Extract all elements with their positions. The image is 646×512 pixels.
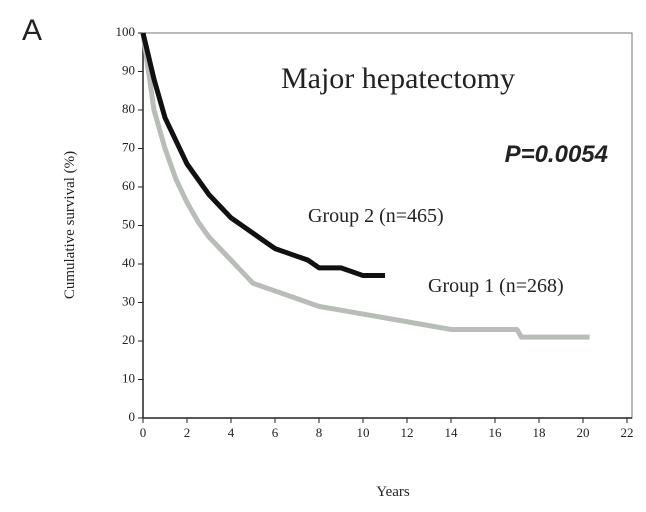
x-tick-label: 0 [140, 425, 147, 440]
x-tick-label: 12 [401, 425, 414, 440]
y-tick-label: 90 [122, 62, 135, 77]
y-tick-label: 10 [122, 370, 135, 385]
x-axis-label: Years [376, 484, 410, 500]
series-label: Group 1 (n=268) [428, 275, 564, 297]
series-label: Group 2 (n=465) [308, 205, 444, 227]
x-tick-label: 6 [272, 425, 279, 440]
y-tick-label: 40 [122, 255, 135, 270]
x-tick-label: 22 [621, 425, 634, 440]
survival-curve [140, 32, 590, 340]
x-tick-label: 20 [577, 425, 590, 440]
y-tick-label: 80 [122, 101, 135, 116]
chart-title: Major hepatectomy [281, 62, 515, 95]
y-tick-label: 30 [122, 293, 135, 308]
x-tick-label: 16 [489, 425, 503, 440]
x-tick-label: 18 [533, 425, 546, 440]
y-tick-label: 60 [122, 178, 135, 193]
p-value: P=0.0054 [505, 141, 608, 168]
y-tick-label: 100 [116, 24, 136, 39]
x-tick-label: 14 [445, 425, 459, 440]
y-tick-label: 50 [122, 216, 135, 231]
y-tick-label: 20 [122, 332, 135, 347]
survival-curve [140, 32, 385, 279]
x-tick-label: 2 [184, 425, 191, 440]
y-axis-label: Cumulative survival (%) [62, 151, 78, 299]
y-tick-label: 70 [122, 139, 135, 154]
x-tick-label: 8 [316, 425, 323, 440]
panel-label: A [22, 14, 42, 47]
x-tick-label: 4 [228, 425, 235, 440]
x-tick-label: 10 [357, 425, 370, 440]
y-tick-label: 0 [129, 409, 136, 424]
